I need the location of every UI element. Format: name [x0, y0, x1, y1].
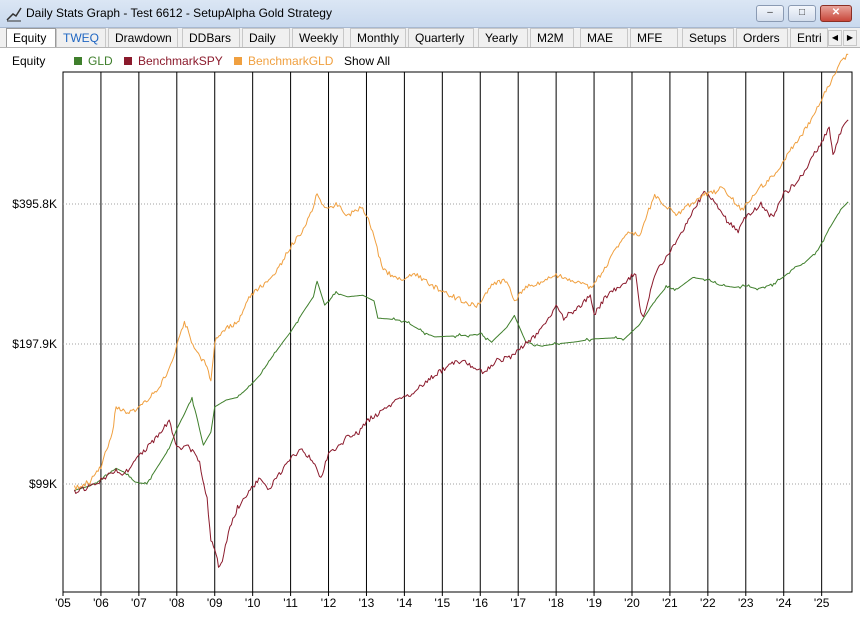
- x-tick-label: '14: [397, 596, 413, 610]
- tab-label: Daily: [249, 31, 276, 45]
- tab-scroll-left-icon[interactable]: ◀: [828, 30, 842, 46]
- y-tick-label: $99K: [29, 477, 57, 491]
- series-line-benchmarkgld: [73, 53, 849, 491]
- x-tick-label: '16: [472, 596, 488, 610]
- chart-app-icon: [6, 7, 22, 22]
- tab-yearly[interactable]: Yearly: [478, 28, 528, 47]
- x-tick-label: '13: [359, 596, 375, 610]
- x-tick-label: '17: [510, 596, 526, 610]
- x-tick-label: '09: [207, 596, 223, 610]
- legend-item-gld[interactable]: GLD: [74, 54, 113, 68]
- tab-drawdown[interactable]: Drawdown: [108, 28, 178, 47]
- x-tick-label: '06: [93, 596, 109, 610]
- x-tick-label: '08: [169, 596, 185, 610]
- tab-label: DDBars: [189, 31, 232, 45]
- tab-ddbars[interactable]: DDBars: [182, 28, 240, 47]
- x-tick-label: '18: [548, 596, 564, 610]
- show-all-link[interactable]: Show All: [344, 54, 391, 68]
- legend-swatch: [234, 57, 242, 65]
- legend-label: GLD: [88, 54, 113, 68]
- legend-swatch: [124, 57, 132, 65]
- x-tick-label: '15: [435, 596, 451, 610]
- legend-swatch: [74, 57, 82, 65]
- legend-item-benchmarkgld[interactable]: BenchmarkGLD: [234, 54, 333, 68]
- tab-mfe[interactable]: MFE: [630, 28, 678, 47]
- tab-bar: Equity TWEQ Drawdown DDBars Daily Weekly…: [0, 28, 860, 48]
- tab-quarterly[interactable]: Quarterly: [408, 28, 474, 47]
- maximize-button[interactable]: □: [788, 5, 816, 22]
- tab-m2m[interactable]: M2M: [530, 28, 574, 47]
- legend-title: Equity: [12, 54, 46, 68]
- tab-label: MAE: [587, 31, 614, 45]
- x-tick-label: '24: [776, 596, 792, 610]
- x-tick-label: '12: [321, 596, 337, 610]
- tab-label: Drawdown: [115, 31, 172, 45]
- tab-label: MFE: [637, 31, 663, 45]
- x-tick-label: '21: [662, 596, 678, 610]
- tab-label: Quarterly: [415, 31, 465, 45]
- x-tick-label: '19: [586, 596, 602, 610]
- tab-mae[interactable]: MAE: [580, 28, 628, 47]
- tab-label: Orders: [743, 31, 780, 45]
- tab-label: Yearly: [485, 31, 518, 45]
- window-title: Daily Stats Graph - Test 6612 - SetupAlp…: [26, 6, 332, 20]
- tab-label: Weekly: [299, 31, 339, 45]
- tab-label: Monthly: [357, 31, 400, 45]
- plot-frame: [62, 71, 853, 593]
- tab-daily[interactable]: Daily: [242, 28, 290, 47]
- minimize-button[interactable]: –: [756, 5, 784, 22]
- x-tick-label: '07: [131, 596, 147, 610]
- tab-label: M2M: [537, 31, 564, 45]
- tab-orders[interactable]: Orders: [736, 28, 788, 47]
- legend-label: BenchmarkGLD: [248, 54, 334, 68]
- tab-label: Setups: [689, 31, 727, 45]
- x-tick-label: '23: [738, 596, 754, 610]
- x-tick-label: '11: [283, 596, 298, 610]
- tab-weekly[interactable]: Weekly: [292, 28, 344, 47]
- legend-item-benchmarkspy[interactable]: BenchmarkSPY: [124, 54, 223, 68]
- tab-monthly[interactable]: Monthly: [350, 28, 406, 47]
- tab-tweq[interactable]: TWEQ: [56, 28, 106, 47]
- x-tick-label: '05: [55, 596, 71, 610]
- y-tick-label: $395.8K: [12, 197, 57, 211]
- y-tick-label: $197.9K: [12, 337, 57, 351]
- x-tick-label: '10: [245, 596, 261, 610]
- series-line-benchmarkspy: [73, 119, 849, 568]
- close-button[interactable]: ✕: [820, 5, 852, 22]
- legend-label: BenchmarkSPY: [138, 54, 223, 68]
- x-tick-label: '20: [624, 596, 640, 610]
- legend-bar: Equity GLD BenchmarkSPY BenchmarkGLD Sho…: [0, 50, 860, 70]
- series-line-gld: [74, 201, 849, 492]
- tab-label: Equity: [13, 31, 47, 45]
- tab-scroll-right-icon[interactable]: ▶: [843, 30, 857, 46]
- tab-label: TWEQ: [63, 31, 99, 45]
- tab-entries[interactable]: Entri: [790, 28, 828, 47]
- title-bar: Daily Stats Graph - Test 6612 - SetupAlp…: [0, 0, 860, 28]
- tab-setups[interactable]: Setups: [682, 28, 734, 47]
- x-tick-label: '25: [814, 596, 830, 610]
- tab-label: Entri: [797, 31, 822, 45]
- x-tick-label: '22: [700, 596, 716, 610]
- tab-equity[interactable]: Equity: [6, 28, 56, 47]
